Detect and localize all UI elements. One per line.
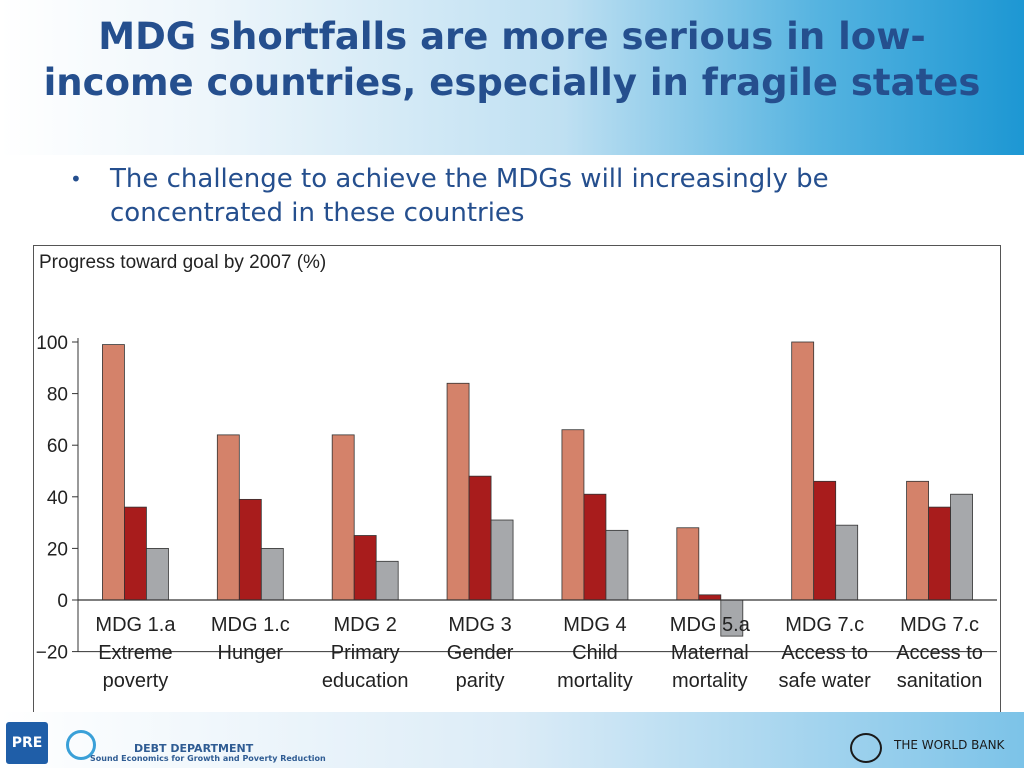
- department-name: DEBT DEPARTMENT: [134, 742, 254, 755]
- bullet-text: The challenge to achieve the MDGs will i…: [110, 164, 829, 228]
- bar: [102, 344, 125, 601]
- bar-chart: Progress toward goal by 2007 (%) 100 80 60 4…: [36, 252, 997, 742]
- x-category-label: MDG 4: [563, 614, 626, 636]
- chart-title: Progress toward goal by 2007 (%): [39, 252, 326, 273]
- y-tick-label: 0: [57, 591, 68, 612]
- x-category-label: MDG 7.c: [900, 614, 979, 636]
- bar: [146, 547, 169, 601]
- bar: [813, 480, 837, 601]
- bullet-dot-icon: •: [70, 167, 82, 191]
- bar: [468, 475, 492, 601]
- x-category-label: Maternal: [671, 642, 749, 664]
- bar: [375, 560, 399, 601]
- x-category-label: MDG 5.a: [670, 614, 751, 636]
- y-tick-label: 80: [47, 385, 68, 406]
- x-category-label: MDG 1.a: [95, 614, 176, 636]
- x-category-label: safe water: [779, 670, 872, 692]
- y-tick-label: 60: [47, 436, 68, 457]
- x-category-label: sanitation: [897, 670, 983, 692]
- bar: [238, 498, 262, 601]
- bar: [353, 535, 377, 601]
- debt-department-logo-icon: [66, 730, 96, 760]
- x-category-label: MDG 3: [448, 614, 511, 636]
- x-category-label: parity: [456, 670, 505, 692]
- bar: [260, 547, 284, 601]
- title-banner: [0, 0, 1024, 155]
- x-category-label: poverty: [103, 670, 169, 692]
- bar: [950, 493, 973, 601]
- y-tick-label: 100: [36, 333, 68, 354]
- bar: [216, 434, 240, 601]
- chart-frame: Progress toward goal by 2007 (%) 100 80 60 4…: [33, 245, 1001, 744]
- x-category-label: Primary: [331, 642, 400, 664]
- y-tick-label: 20: [47, 539, 68, 560]
- x-category-label: mortality: [672, 670, 748, 692]
- bar: [791, 341, 815, 601]
- x-category-label: education: [322, 670, 409, 692]
- x-category-label: Hunger: [218, 642, 284, 664]
- bar: [490, 519, 514, 601]
- bar: [835, 524, 859, 601]
- bar: [583, 493, 607, 601]
- x-category-label: mortality: [557, 670, 633, 692]
- world-bank-logo-icon: [850, 733, 882, 763]
- x-category-label: MDG 1.c: [211, 614, 290, 636]
- world-bank-name: THE WORLD BANK: [894, 738, 1005, 752]
- slide-title: MDG shortfalls are more serious in low-i…: [43, 15, 981, 104]
- bar: [561, 429, 585, 601]
- bar: [906, 480, 929, 601]
- bar: [605, 529, 629, 601]
- y-tick-label: −20: [36, 643, 68, 664]
- bar: [124, 506, 147, 601]
- pre-logo-icon: PRE: [6, 722, 48, 764]
- x-category-label: Extreme: [98, 642, 172, 664]
- x-category-label: MDG 2: [334, 614, 397, 636]
- x-category-label: Access to: [896, 642, 983, 664]
- bar: [928, 506, 951, 601]
- y-tick-label: 40: [47, 488, 68, 509]
- x-category-label: Gender: [447, 642, 514, 664]
- x-category-label: Access to: [781, 642, 868, 664]
- x-category-label: Child: [572, 642, 618, 664]
- x-category-label: MDG 7.c: [785, 614, 864, 636]
- bar: [446, 382, 470, 601]
- bar: [698, 594, 722, 601]
- bar: [331, 434, 355, 601]
- bar: [676, 527, 700, 601]
- department-tagline: Sound Economics for Growth and Poverty R…: [90, 754, 326, 763]
